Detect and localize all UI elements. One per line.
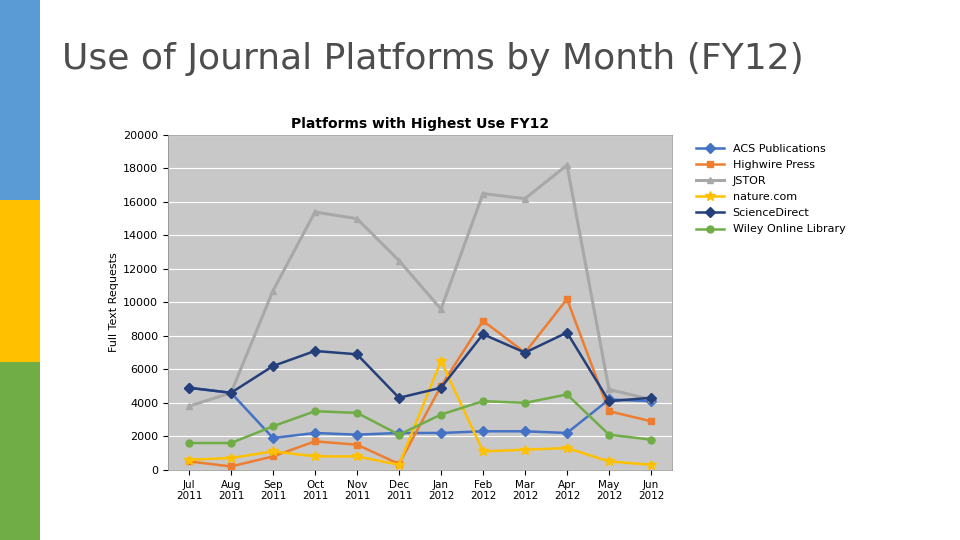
ScienceDirect <box>394 395 405 401</box>
Wiley Online Library <box>477 398 489 404</box>
Wiley Online Library <box>351 410 363 416</box>
JSTOR <box>477 190 489 197</box>
Highwire Press <box>562 296 573 302</box>
Bar <box>0 362 40 540</box>
Highwire Press <box>394 461 405 467</box>
Highwire Press <box>226 463 237 470</box>
JSTOR <box>603 386 614 393</box>
JSTOR <box>183 403 195 409</box>
JSTOR <box>645 396 657 403</box>
ACS Publications <box>267 435 278 441</box>
JSTOR <box>394 257 405 264</box>
Line: ACS Publications: ACS Publications <box>185 384 655 442</box>
ScienceDirect <box>645 395 657 401</box>
ScienceDirect <box>519 349 531 356</box>
ScienceDirect <box>603 398 614 404</box>
ACS Publications <box>351 431 363 438</box>
Title: Platforms with Highest Use FY12: Platforms with Highest Use FY12 <box>291 117 549 131</box>
Text: Use of Journal Platforms by Month (FY12): Use of Journal Platforms by Month (FY12) <box>61 43 804 76</box>
Legend: ACS Publications, Highwire Press, JSTOR, nature.com, ScienceDirect, Wiley Online: ACS Publications, Highwire Press, JSTOR,… <box>693 140 849 238</box>
Wiley Online Library <box>183 440 195 446</box>
nature.com <box>226 455 237 461</box>
nature.com <box>645 462 657 468</box>
JSTOR <box>351 215 363 222</box>
Wiley Online Library <box>519 400 531 406</box>
JSTOR <box>309 209 321 215</box>
Line: JSTOR: JSTOR <box>185 161 655 410</box>
JSTOR <box>226 389 237 396</box>
Bar <box>0 0 40 200</box>
Highwire Press <box>435 383 446 389</box>
JSTOR <box>267 287 278 294</box>
ACS Publications <box>562 430 573 436</box>
Wiley Online Library <box>645 436 657 443</box>
Wiley Online Library <box>562 391 573 397</box>
Wiley Online Library <box>394 431 405 438</box>
Highwire Press <box>351 442 363 448</box>
Highwire Press <box>645 418 657 424</box>
Bar <box>0 200 40 362</box>
Wiley Online Library <box>309 408 321 415</box>
ScienceDirect <box>267 363 278 369</box>
ACS Publications <box>603 396 614 403</box>
ScienceDirect <box>351 351 363 357</box>
JSTOR <box>519 195 531 202</box>
nature.com <box>477 448 489 455</box>
Line: Wiley Online Library: Wiley Online Library <box>185 391 655 447</box>
ACS Publications <box>309 430 321 436</box>
Wiley Online Library <box>226 440 237 446</box>
JSTOR <box>435 306 446 312</box>
Wiley Online Library <box>267 423 278 429</box>
Y-axis label: Full Text Requests: Full Text Requests <box>109 253 119 352</box>
ScienceDirect <box>477 331 489 338</box>
ACS Publications <box>183 384 195 391</box>
ScienceDirect <box>183 384 195 391</box>
ACS Publications <box>394 430 405 436</box>
ScienceDirect <box>435 384 446 391</box>
Wiley Online Library <box>435 411 446 418</box>
nature.com <box>519 447 531 453</box>
nature.com <box>562 445 573 451</box>
Highwire Press <box>183 458 195 464</box>
nature.com <box>435 357 446 364</box>
ACS Publications <box>519 428 531 435</box>
Line: ScienceDirect: ScienceDirect <box>185 329 655 404</box>
nature.com <box>394 462 405 468</box>
Highwire Press <box>603 408 614 415</box>
Highwire Press <box>267 453 278 460</box>
nature.com <box>603 458 614 464</box>
nature.com <box>267 448 278 455</box>
Wiley Online Library <box>603 431 614 438</box>
nature.com <box>351 453 363 460</box>
Highwire Press <box>309 438 321 444</box>
Line: nature.com: nature.com <box>184 356 656 470</box>
ScienceDirect <box>226 389 237 396</box>
ACS Publications <box>435 430 446 436</box>
ACS Publications <box>226 389 237 396</box>
Highwire Press <box>519 349 531 356</box>
nature.com <box>183 456 195 463</box>
ScienceDirect <box>562 329 573 336</box>
ACS Publications <box>477 428 489 435</box>
JSTOR <box>562 162 573 168</box>
ACS Publications <box>645 398 657 404</box>
ScienceDirect <box>309 348 321 354</box>
Highwire Press <box>477 318 489 324</box>
Line: Highwire Press: Highwire Press <box>185 295 655 470</box>
nature.com <box>309 453 321 460</box>
